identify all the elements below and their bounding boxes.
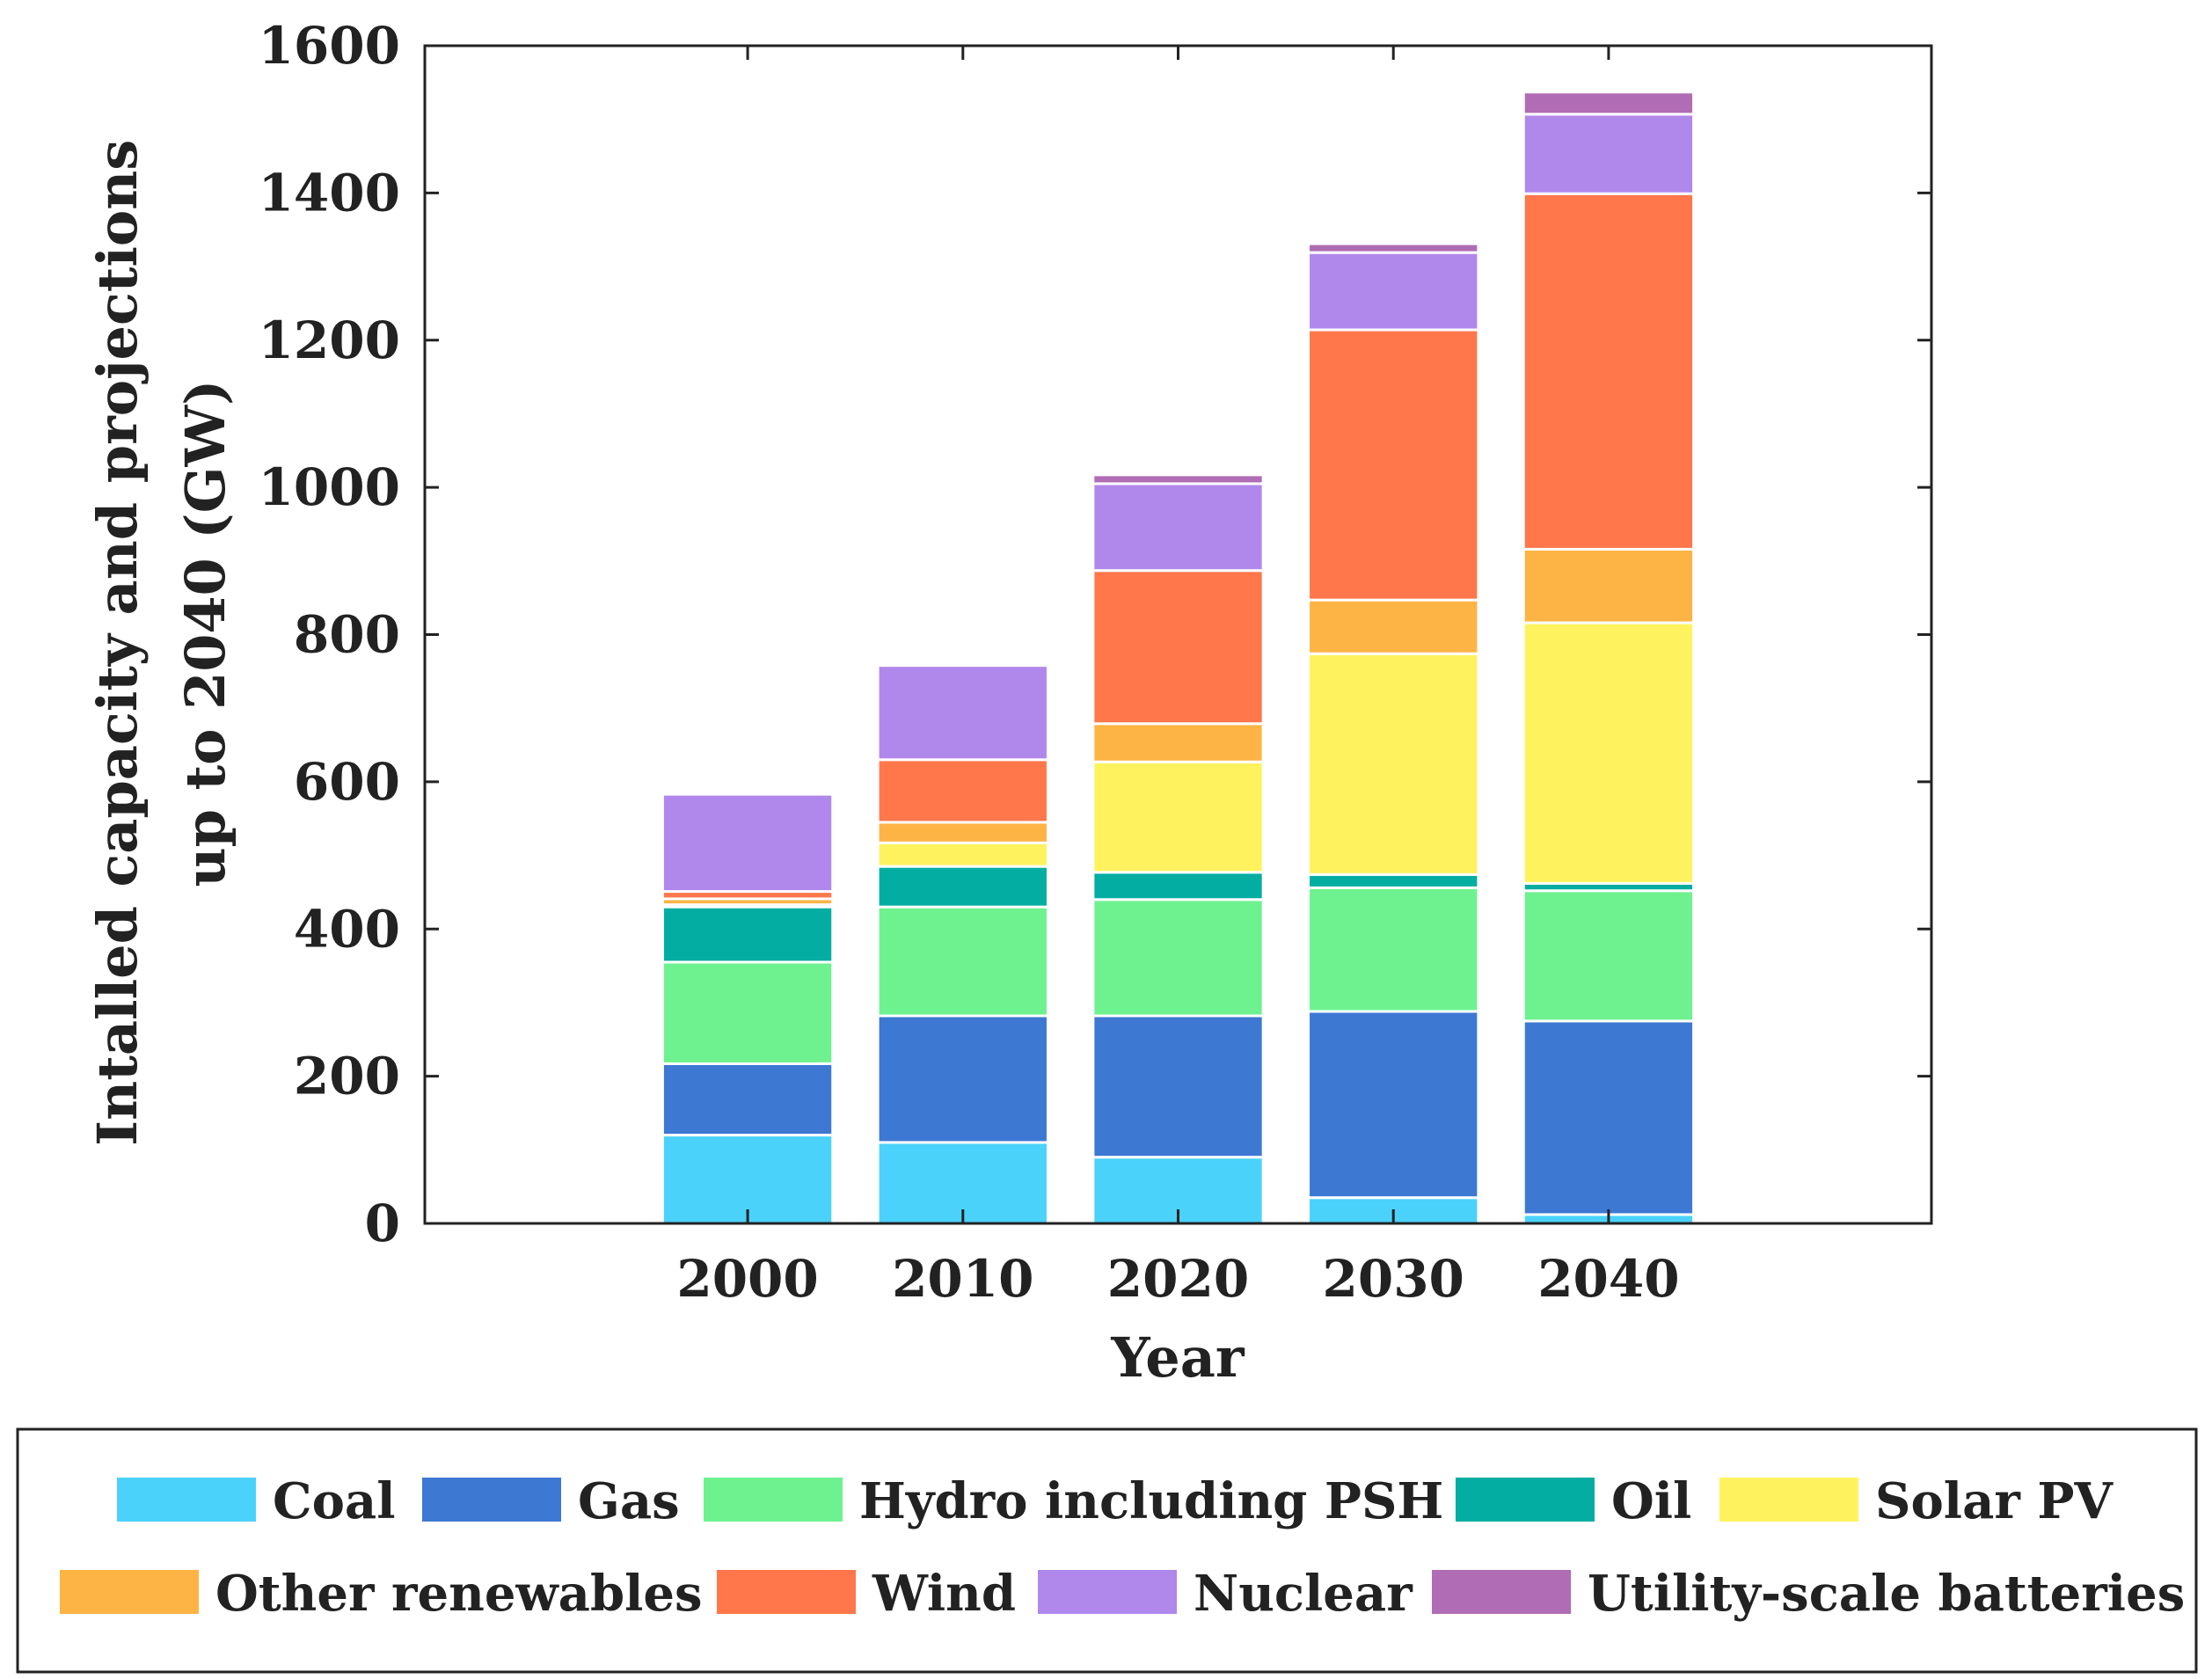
legend-item-nuclear: Nuclear: [1038, 1565, 1413, 1623]
legend-label: Gas: [578, 1472, 680, 1530]
legend-item-gas: Gas: [422, 1472, 680, 1530]
legend-item-utility-scale-batteries: Utility-scale batteries: [1432, 1565, 2185, 1623]
legend-label: Coal: [273, 1472, 395, 1530]
legend-box: [16, 1427, 2198, 1674]
bar-segment-2020-utility-scale-batteries: [1091, 473, 1265, 485]
y-tick-label: 0: [365, 1194, 400, 1253]
bar-segment-2040-solar-pv: [1522, 621, 1696, 885]
legend-item-solar-pv: Solar PV: [1719, 1472, 2113, 1530]
bar-segment-2000-gas: [661, 1062, 835, 1137]
bar-segment-2020-solar-pv: [1091, 760, 1265, 874]
bar-segment-2040-hydro-including-psh: [1522, 889, 1696, 1023]
y-tick-label: 1200: [259, 310, 400, 370]
bar-segment-2000-coal: [661, 1134, 835, 1225]
legend-item-hydro-including-psh: Hydro including PSH: [704, 1472, 1443, 1530]
bar-segment-2010-gas: [876, 1014, 1049, 1144]
legend-label: Wind: [872, 1565, 1016, 1623]
y-axis-title: Intalled capacity and projections up to …: [85, 120, 237, 1146]
legend-swatch: [117, 1478, 256, 1522]
y-tick-label: 1400: [259, 163, 400, 223]
legend-item-coal: Coal: [117, 1472, 395, 1530]
bar-segment-2030-utility-scale-batteries: [1307, 242, 1480, 254]
legend-label: Solar PV: [1875, 1472, 2113, 1530]
bar-segment-2030-nuclear: [1307, 251, 1480, 332]
bar-segment-2030-gas: [1307, 1010, 1480, 1200]
legend: Coal Gas Hydro including PSH Oil Solar PV Oth…: [60, 1472, 2185, 1623]
legend-swatch: [1038, 1570, 1177, 1614]
y-axis-title-line-1: Intalled capacity and projections: [85, 140, 150, 1146]
bar-segment-2000-nuclear: [661, 792, 835, 894]
bar-segment-2000-oil: [661, 905, 835, 964]
legend-swatch: [422, 1478, 561, 1522]
x-tick-label: 2010: [892, 1249, 1033, 1309]
bar-segment-2020-wind: [1091, 569, 1265, 726]
y-tick-label: 400: [294, 899, 400, 959]
legend-swatch: [704, 1478, 843, 1522]
legend-item-other-renewables: Other renewables: [60, 1565, 703, 1623]
bar-segment-2010-hydro-including-psh: [876, 905, 1049, 1018]
legend-label: Hydro including PSH: [859, 1472, 1443, 1530]
bar-segment-2020-oil: [1091, 871, 1265, 902]
bar-segment-2040-gas: [1522, 1019, 1696, 1216]
x-axis-title: Year: [1110, 1325, 1245, 1390]
y-axis: 0 200 400 600 800 1000 1200 1400 1600: [259, 16, 1931, 1253]
x-tick-label: 2020: [1107, 1249, 1249, 1309]
bar-segment-2020-hydro-including-psh: [1091, 898, 1265, 1018]
bar-segment-2040-nuclear: [1522, 113, 1696, 195]
legend-swatch: [1719, 1478, 1858, 1522]
x-axis: 2000 2010 2020 2030 2040: [676, 46, 1680, 1309]
bar-segment-2020-other-renewables: [1091, 722, 1265, 763]
bar-group: [661, 91, 1696, 1225]
y-axis-title-line-2: up to 2040 (GW): [173, 380, 237, 887]
bar-segment-2030-oil: [1307, 872, 1480, 889]
x-tick-label: 2000: [676, 1249, 818, 1309]
y-tick-label: 1600: [259, 16, 400, 76]
bar-segment-2030-wind: [1307, 328, 1480, 602]
y-tick-label: 200: [294, 1047, 400, 1106]
bar-segment-2030-hydro-including-psh: [1307, 886, 1480, 1013]
legend-label: Other renewables: [215, 1565, 703, 1623]
bar-segment-2020-gas: [1091, 1014, 1265, 1159]
bar-segment-2010-wind: [876, 758, 1049, 824]
bar-segment-2010-other-renewables: [876, 821, 1049, 844]
legend-swatch: [60, 1570, 199, 1614]
legend-label: Nuclear: [1194, 1565, 1413, 1623]
bar-segment-2040-utility-scale-batteries: [1522, 91, 1696, 116]
legend-label: Oil: [1611, 1472, 1691, 1530]
y-tick-label: 600: [294, 752, 400, 812]
bar-segment-2030-solar-pv: [1307, 652, 1480, 876]
bar-segment-2010-oil: [876, 865, 1049, 909]
bar-segment-2030-other-renewables: [1307, 598, 1480, 655]
x-tick-label: 2030: [1322, 1249, 1464, 1309]
legend-swatch: [1456, 1478, 1595, 1522]
bar-segment-2010-nuclear: [876, 664, 1049, 762]
legend-label: Utility-scale batteries: [1588, 1565, 2185, 1623]
bar-segment-2000-hydro-including-psh: [661, 960, 835, 1065]
bar-segment-2040-other-renewables: [1522, 547, 1696, 624]
legend-item-oil: Oil: [1456, 1472, 1691, 1530]
y-tick-label: 1000: [259, 457, 400, 517]
y-tick-label: 800: [294, 605, 400, 665]
bar-segment-2020-nuclear: [1091, 482, 1265, 573]
legend-swatch: [717, 1570, 856, 1614]
legend-swatch: [1432, 1570, 1571, 1614]
bar-segment-2040-wind: [1522, 192, 1696, 551]
x-tick-label: 2040: [1537, 1249, 1679, 1309]
legend-item-wind: Wind: [717, 1565, 1016, 1623]
bar-segment-2010-solar-pv: [876, 841, 1049, 868]
